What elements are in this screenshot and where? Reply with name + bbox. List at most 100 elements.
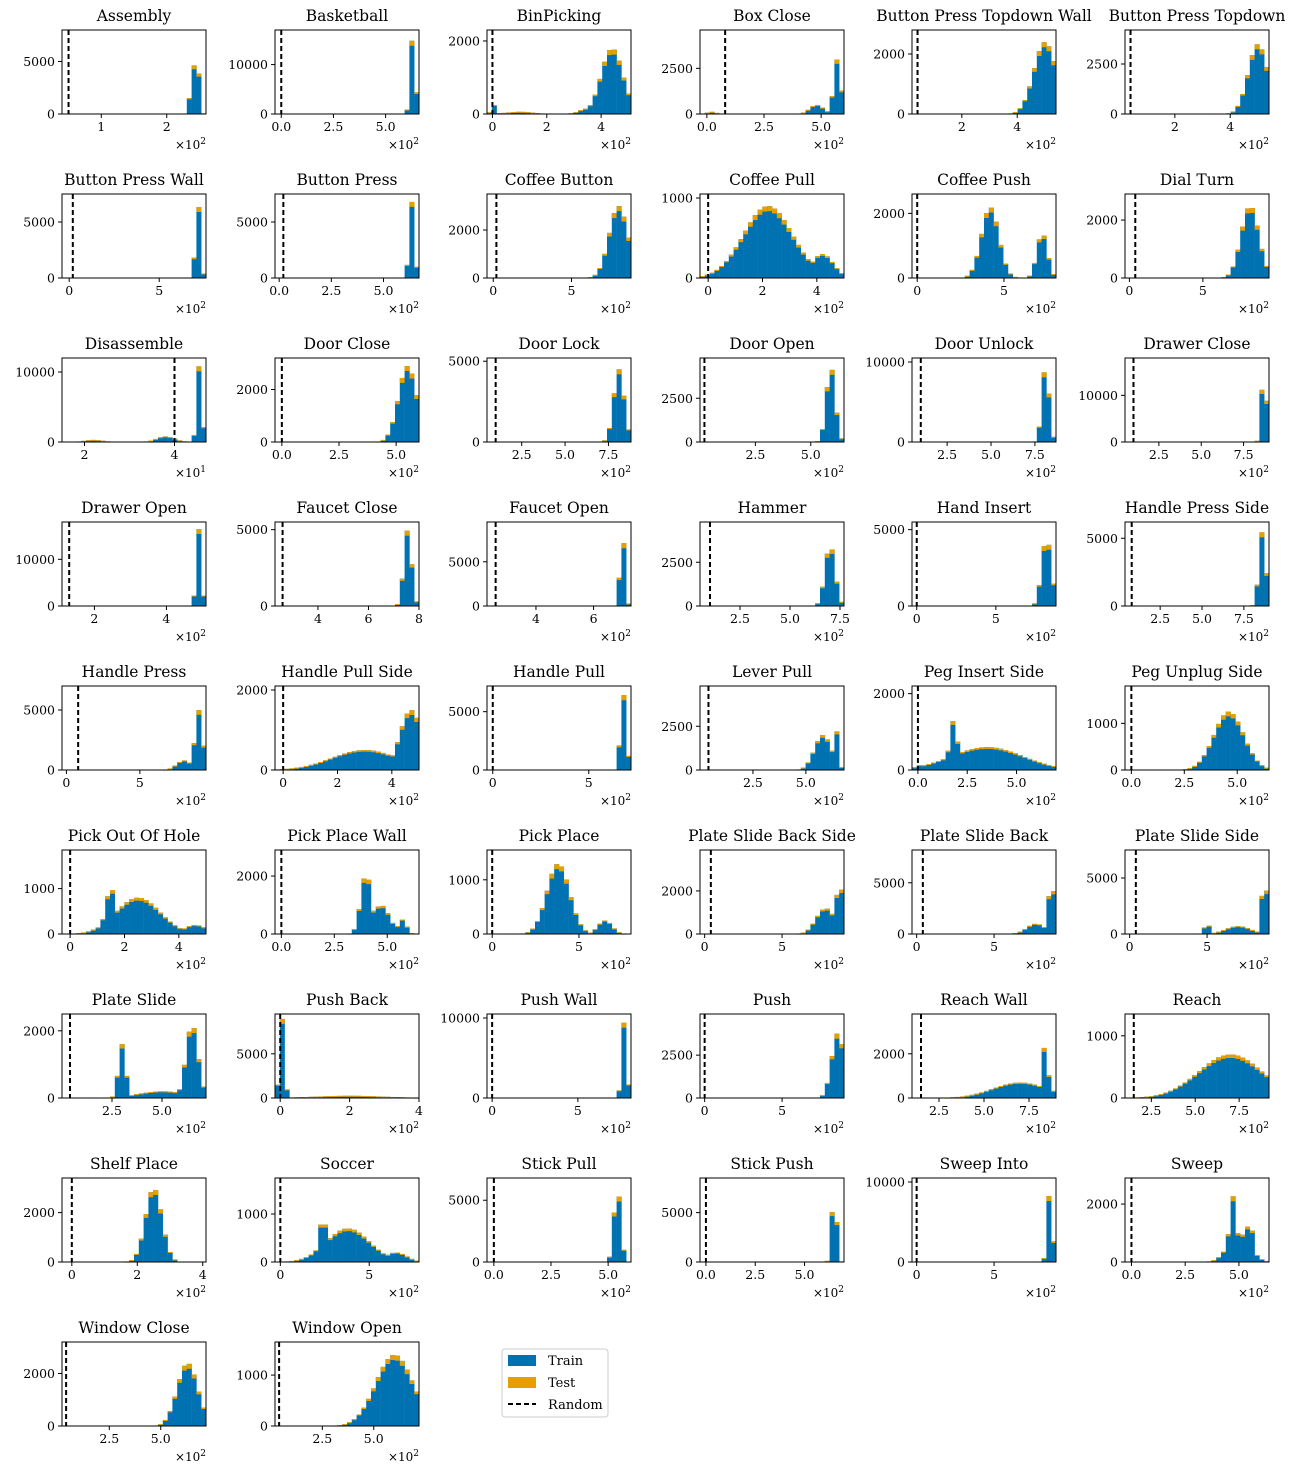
test-bar bbox=[186, 98, 192, 100]
y-tick-label: 2500 bbox=[661, 391, 693, 406]
test-bar bbox=[491, 105, 497, 107]
test-bar bbox=[275, 1084, 281, 1086]
test-bar bbox=[390, 1096, 396, 1098]
test-bar bbox=[815, 603, 821, 605]
test-bar bbox=[926, 764, 932, 766]
train-bar bbox=[921, 765, 927, 770]
test-bar bbox=[1192, 765, 1198, 767]
test-bar bbox=[1259, 765, 1265, 767]
test-bar bbox=[772, 208, 778, 214]
test-bar bbox=[1245, 928, 1251, 930]
test-bar bbox=[1240, 1057, 1246, 1061]
x-multiplier-label: ×102 bbox=[1025, 793, 1056, 808]
train-bar bbox=[172, 1259, 178, 1262]
x-multiplier-label: ×102 bbox=[813, 465, 844, 480]
test-bar bbox=[984, 213, 990, 219]
train-bar bbox=[1051, 436, 1057, 442]
test-bar bbox=[390, 755, 396, 757]
y-tick-label: 0 bbox=[1110, 1091, 1118, 1106]
axes-frame bbox=[61, 193, 207, 279]
train-bar bbox=[834, 581, 840, 606]
test-bar bbox=[148, 903, 154, 906]
test-bar bbox=[611, 393, 617, 398]
test-bar bbox=[1264, 573, 1270, 576]
test-bar bbox=[395, 401, 401, 405]
y-tick-label: 10000 bbox=[228, 57, 268, 72]
x-multiplier-label: ×102 bbox=[388, 1449, 419, 1464]
test-bar bbox=[186, 762, 192, 764]
test-bar bbox=[1046, 46, 1052, 52]
test-bar bbox=[815, 741, 821, 744]
train-bar bbox=[839, 889, 845, 934]
train-bar bbox=[1041, 546, 1047, 606]
train-bar bbox=[356, 750, 362, 770]
test-bar bbox=[366, 879, 372, 885]
y-tick-label: 0 bbox=[897, 435, 905, 450]
axes-frame bbox=[911, 357, 1057, 443]
test-bar bbox=[404, 109, 410, 111]
panel-title: Door Open bbox=[729, 335, 814, 353]
test-bar bbox=[404, 366, 410, 372]
train-bar bbox=[86, 931, 92, 934]
y-tick-label: 0 bbox=[685, 271, 693, 286]
test-bar bbox=[969, 1094, 975, 1096]
test-bar bbox=[143, 900, 149, 903]
train-bar bbox=[332, 756, 338, 770]
x-tick-label: 0.0 bbox=[271, 939, 291, 954]
test-bar bbox=[767, 206, 773, 212]
train-bar bbox=[1264, 67, 1270, 114]
test-bar bbox=[587, 932, 593, 934]
axes-frame bbox=[699, 29, 845, 115]
train-bar bbox=[733, 247, 739, 278]
train-bar bbox=[119, 1044, 125, 1098]
x-multiplier-label: ×102 bbox=[600, 1285, 631, 1300]
test-bar bbox=[1036, 584, 1042, 587]
test-bar bbox=[530, 928, 536, 930]
x-tick-label: 0.0 bbox=[1122, 1267, 1142, 1282]
panel-title: Plate Slide bbox=[92, 991, 177, 1009]
axes-frame bbox=[61, 521, 207, 607]
test-bar bbox=[100, 440, 106, 442]
test-bar bbox=[940, 759, 946, 761]
panel-title: Push Wall bbox=[520, 991, 597, 1009]
test-bar bbox=[1197, 761, 1203, 763]
train-bar bbox=[129, 1094, 135, 1098]
test-bar bbox=[829, 913, 835, 916]
y-tick-label: 0 bbox=[897, 927, 905, 942]
train-bar bbox=[839, 90, 845, 114]
axes-frame bbox=[486, 1177, 632, 1263]
panel: Peg Insert Side 0.0 2.5 5.0 0 2000 ×102 bbox=[873, 663, 1057, 808]
train-bar bbox=[1046, 258, 1052, 278]
train-bar bbox=[719, 266, 725, 278]
train-bar bbox=[974, 255, 980, 278]
test-bar bbox=[1051, 583, 1057, 586]
test-bar bbox=[134, 1253, 140, 1255]
test-bar bbox=[791, 236, 797, 240]
train-bar bbox=[1254, 584, 1260, 606]
train-bar bbox=[196, 710, 202, 770]
test-bar bbox=[1046, 258, 1052, 260]
train-bar bbox=[616, 1090, 622, 1098]
train-bar bbox=[100, 919, 106, 934]
test-bar bbox=[395, 604, 401, 606]
x-tick-label: 2.5 bbox=[1174, 775, 1194, 790]
train-bar bbox=[1245, 1060, 1251, 1098]
x-tick-label: 4 bbox=[314, 611, 322, 626]
train-bar bbox=[191, 257, 197, 278]
train-bar bbox=[404, 926, 410, 934]
x-tick-label: 5 bbox=[990, 939, 998, 954]
train-bar bbox=[1254, 931, 1260, 934]
test-bar bbox=[592, 274, 598, 276]
train-bar bbox=[399, 919, 405, 934]
test-bar bbox=[549, 873, 555, 879]
panel: Button Press 0.0 2.5 5.0 0 5000 ×102 bbox=[236, 171, 420, 316]
train-bar bbox=[829, 913, 835, 934]
train-bar bbox=[1201, 927, 1207, 934]
train-bar bbox=[375, 751, 381, 770]
train-bar bbox=[399, 377, 405, 442]
test-bar bbox=[1254, 1067, 1260, 1070]
test-bar bbox=[313, 1250, 319, 1252]
test-bar bbox=[162, 1419, 168, 1421]
test-bar bbox=[172, 1092, 178, 1094]
test-bar bbox=[1264, 767, 1270, 769]
